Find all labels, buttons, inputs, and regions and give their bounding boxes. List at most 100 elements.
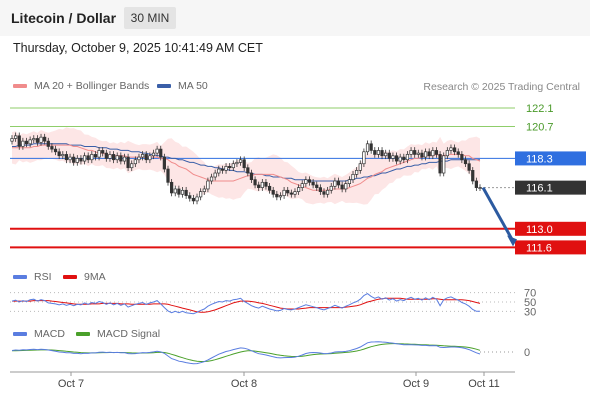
candle-body: [289, 192, 293, 195]
candle-body: [82, 155, 87, 162]
candle-body: [373, 150, 377, 155]
candle-body: [282, 189, 286, 196]
candle-body: [17, 135, 21, 147]
chart-datetime: Thursday, October 9, 2025 10:41:49 AM CE…: [13, 41, 263, 55]
candle-body: [188, 195, 192, 199]
candle-body: [86, 155, 90, 161]
candle-body: [420, 152, 424, 158]
level-label-111.6: 111.6: [526, 242, 552, 254]
candle-body: [199, 191, 203, 198]
candle-body: [253, 179, 257, 186]
candle-body: [423, 151, 428, 158]
candle-body: [155, 148, 159, 154]
legend-ma20-label: MA 20 + Bollinger Bands: [34, 80, 150, 92]
rsi-swatch: [13, 275, 27, 279]
candle-body: [304, 179, 308, 184]
candle-body: [137, 156, 141, 161]
candle-body: [217, 168, 221, 174]
legend-macd: MACD: [13, 328, 65, 340]
candle-body: [398, 156, 402, 162]
legend-rsi-ma-label: 9MA: [84, 271, 106, 283]
candle-body: [347, 179, 352, 184]
ma20-swatch: [13, 84, 27, 88]
level-tag-113.0: [515, 221, 586, 236]
candle-body: [133, 159, 137, 165]
candle-body: [445, 150, 449, 157]
candle-body: [405, 154, 410, 161]
candle-body: [180, 189, 185, 195]
level-tag-111.6: [515, 240, 586, 255]
candle-body: [228, 166, 232, 169]
candle-body: [126, 156, 130, 169]
candle-body: [61, 154, 65, 157]
candle-body: [115, 155, 119, 161]
candle-body: [108, 154, 112, 159]
ma20-line: [12, 144, 481, 191]
macd-signal-swatch: [76, 332, 90, 336]
legend-macd-label: MACD: [34, 328, 65, 340]
bollinger-band: [12, 127, 480, 205]
candle-body: [10, 138, 14, 142]
candle-body: [344, 183, 348, 190]
candle-body: [111, 154, 116, 161]
legend-macd-signal-label: MACD Signal: [97, 328, 161, 340]
candle-body: [235, 162, 239, 165]
legend-ma20: MA 20 + Bollinger Bands: [13, 80, 149, 92]
candle-body: [300, 183, 304, 188]
candle-body: [32, 138, 36, 141]
candle-body: [260, 181, 264, 188]
forecast-arrow: [481, 186, 514, 241]
candle-body: [460, 154, 464, 161]
candle-body: [431, 150, 435, 157]
candle-body: [286, 189, 290, 194]
level-tag-118.3: [515, 151, 586, 166]
candle-body: [380, 150, 384, 157]
candle-body: [14, 135, 18, 139]
candle-body: [140, 154, 145, 158]
candle-body: [170, 181, 174, 194]
forecast-arrowhead: [507, 235, 517, 247]
candle-body: [93, 154, 98, 158]
candle-body: [173, 188, 177, 194]
candle-body: [21, 140, 25, 147]
candle-body: [39, 136, 43, 143]
candle-body: [119, 155, 123, 162]
candle-body: [456, 151, 460, 155]
level-label-120.7: 120.7: [526, 122, 554, 134]
level-label-116.1: 116.1: [526, 183, 553, 195]
candle-body: [278, 195, 283, 198]
candle-body: [122, 156, 127, 162]
candle-body: [362, 151, 366, 165]
candle-body: [213, 172, 217, 178]
timeframe-badge[interactable]: 30 MIN: [124, 7, 176, 29]
candle-body: [478, 187, 482, 189]
candle-body: [402, 156, 406, 161]
candle-body: [315, 184, 319, 188]
rsi-tick-30: 30: [524, 306, 536, 318]
rsi-ma-line: [12, 297, 481, 313]
candle-body: [416, 152, 420, 155]
candle-body: [75, 158, 79, 163]
candle-body: [449, 147, 453, 151]
candle-body: [467, 163, 471, 171]
macd-swatch: [13, 332, 27, 336]
candle-body: [231, 163, 235, 169]
candle-body: [391, 155, 395, 159]
candle-body: [144, 154, 148, 161]
candle-body: [427, 151, 431, 157]
candle-body: [206, 180, 210, 190]
candle-body: [409, 150, 413, 155]
level-label-113.0: 113.0: [526, 224, 553, 236]
candle-body: [224, 166, 228, 171]
candle-body: [452, 147, 457, 153]
candle-body: [242, 159, 246, 169]
candle-body: [249, 172, 254, 181]
candle-body: [326, 189, 330, 195]
x-tick-label: Oct 8: [231, 378, 257, 390]
rsi-ma-swatch: [63, 275, 77, 279]
legend-macd-signal: MACD Signal: [76, 328, 160, 340]
candle-body: [68, 156, 72, 161]
candle-body: [267, 185, 272, 191]
candle-body: [195, 196, 199, 202]
